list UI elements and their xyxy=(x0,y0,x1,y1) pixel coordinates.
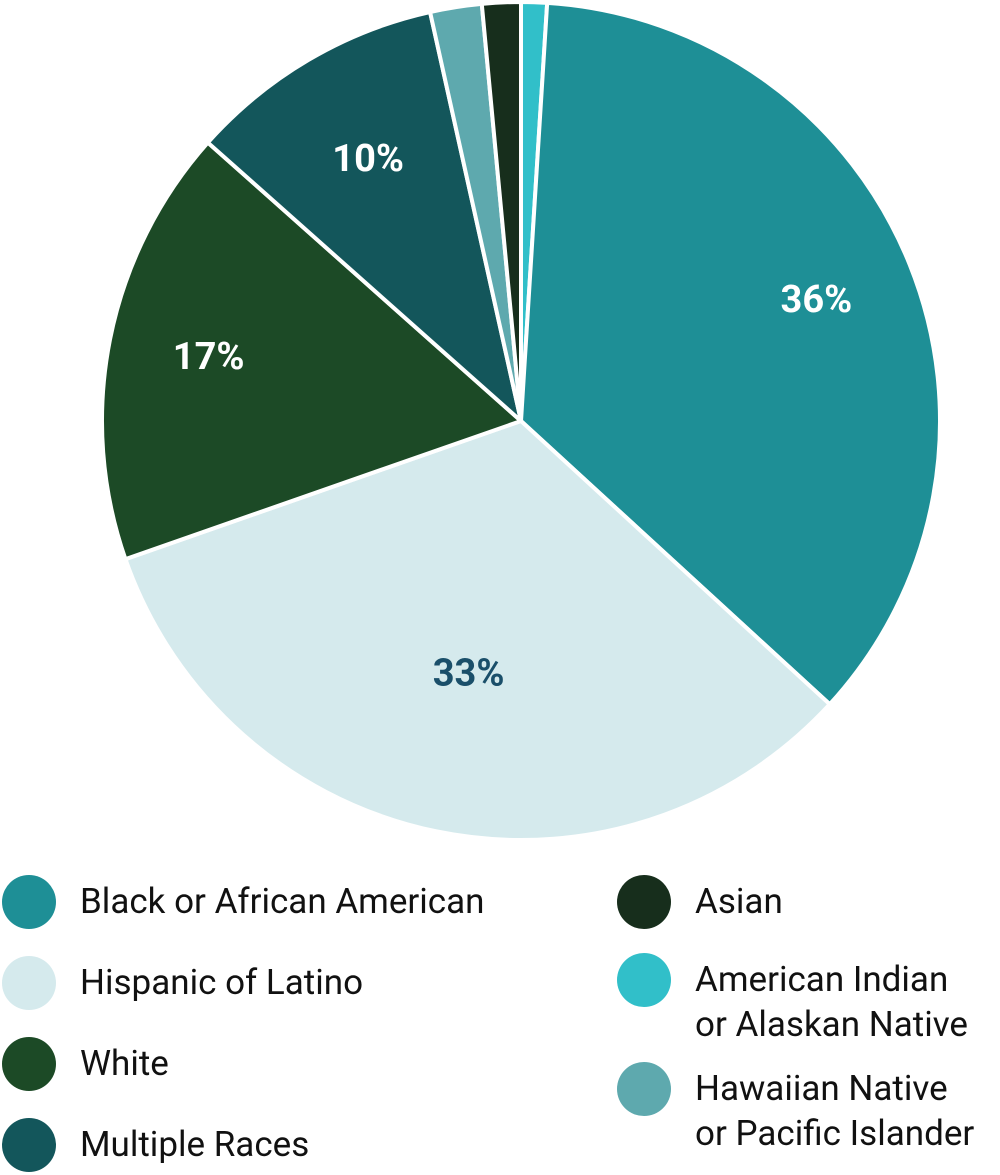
pie-slice xyxy=(205,9,523,423)
legend-label: Asian xyxy=(695,881,783,922)
legend-swatch xyxy=(617,875,671,929)
legend-label: Multiple Races xyxy=(80,1124,310,1165)
data-label: 17% xyxy=(173,335,245,379)
legend-label: Black or African American xyxy=(80,881,485,922)
data-label: 10% xyxy=(332,137,404,181)
legend-swatch xyxy=(617,1062,671,1116)
legend-label: Hispanic of Latino xyxy=(80,962,364,1003)
pie-slice xyxy=(519,0,942,707)
legend-swatch xyxy=(2,1118,56,1172)
legend-label: Hawaiian Native or Pacific Islander xyxy=(695,1068,975,1154)
legend-item: Hispanic of Latino xyxy=(2,956,363,1010)
legend-item: Multiple Races xyxy=(2,1118,309,1172)
legend-swatch xyxy=(2,875,56,929)
legend-swatch xyxy=(2,1037,56,1091)
legend-label: White xyxy=(80,1043,169,1084)
pie-slice xyxy=(123,419,832,842)
legend-item: American Indian or Alaskan Native xyxy=(617,953,968,1047)
legend-item: Hawaiian Native or Pacific Islander xyxy=(617,1062,974,1156)
data-label: 36% xyxy=(781,278,853,322)
data-label: 33% xyxy=(433,651,505,695)
legend-swatch xyxy=(617,953,671,1007)
legend-item: Asian xyxy=(617,875,783,929)
legend-swatch xyxy=(2,956,56,1010)
legend-item: White xyxy=(2,1037,169,1091)
legend-label: American Indian or Alaskan Native xyxy=(695,959,968,1045)
legend-item: Black or African American xyxy=(2,875,484,929)
pie-chart: 36% 33% 17% 10% xyxy=(100,0,942,842)
pie-slice xyxy=(100,140,523,562)
pie-slice xyxy=(479,0,523,423)
